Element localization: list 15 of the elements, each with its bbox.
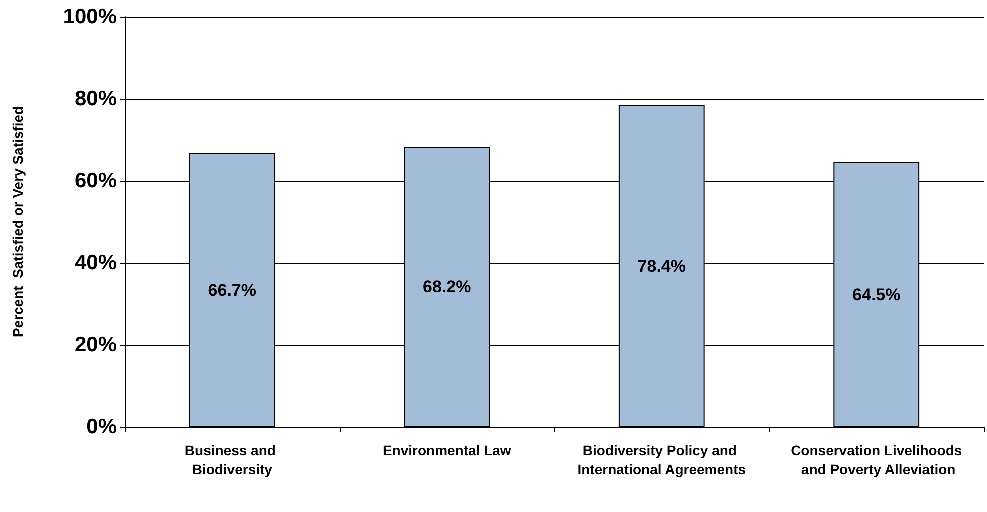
x-tick-label: Business and Biodiversity xyxy=(184,442,280,478)
y-tick-label: 80% xyxy=(74,88,118,110)
data-label: 68.2% xyxy=(423,278,472,297)
x-tick-label: Environmental Law xyxy=(382,442,512,458)
y-tick-label: 20% xyxy=(74,334,118,356)
x-tick-label: Biodiversity Policy and International Agreements xyxy=(578,442,746,478)
y-axis-title: Percent Satisfied or Very Satisfied xyxy=(10,106,26,338)
y-tick-label: 40% xyxy=(74,252,118,274)
data-label: 66.7% xyxy=(208,280,256,300)
data-label: 78.4% xyxy=(638,256,686,276)
y-tick-label: 60% xyxy=(74,170,118,192)
y-tick-label: 100% xyxy=(63,6,118,28)
y-tick-label: 0% xyxy=(86,416,118,438)
data-label: 64.5% xyxy=(852,285,901,304)
x-tick-label: Conservation Livelihoods and Poverty Alleviation xyxy=(791,442,962,478)
